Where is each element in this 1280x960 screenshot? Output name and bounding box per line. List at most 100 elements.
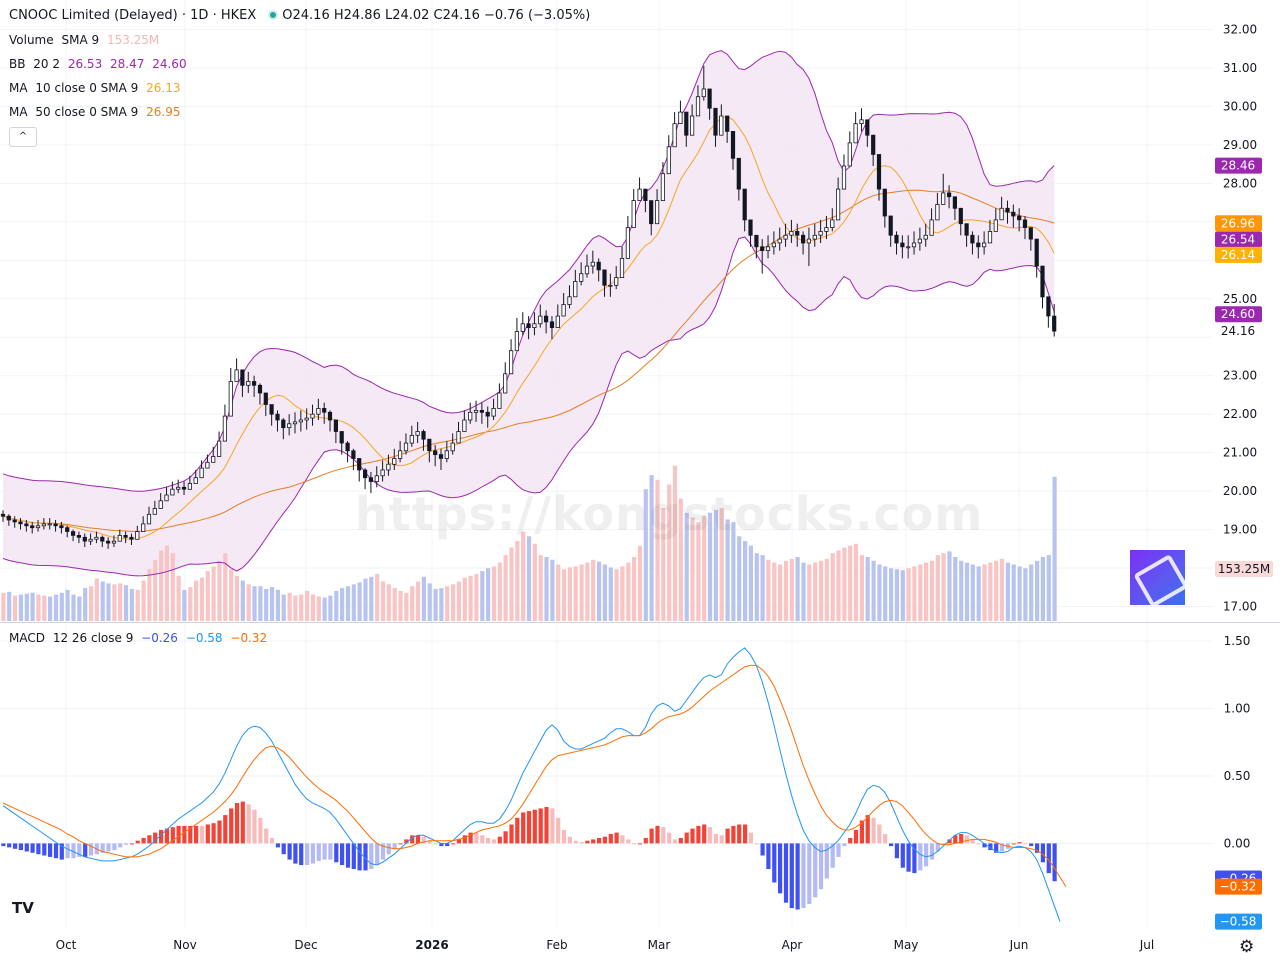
macd-histogram-bar [591, 839, 596, 844]
candle-body [216, 440, 222, 457]
volume-bar [106, 583, 111, 621]
price-badge: 24.60 [1221, 307, 1255, 321]
volume-bar [795, 557, 800, 621]
candle-body [614, 277, 619, 286]
macd-histogram-bar [538, 808, 543, 844]
candle-body [438, 454, 444, 459]
macd-histogram-bar [334, 843, 339, 863]
volume-bar [626, 562, 631, 621]
price-tick-label: 19.00 [1223, 523, 1257, 537]
volume-bar [375, 573, 380, 621]
volume-bar [176, 575, 181, 621]
macd-histogram-bar [170, 827, 175, 844]
volume-bar [824, 558, 829, 621]
volume-bar [351, 584, 356, 621]
macd-tick-label: 1.50 [1224, 634, 1251, 648]
volume-bar [36, 594, 41, 621]
candle-body [929, 219, 934, 236]
candle-body [760, 246, 765, 252]
macd-histogram-bar [427, 840, 432, 844]
volume-bar [240, 580, 245, 621]
volume-label: Volume [9, 33, 54, 47]
candle-body [292, 421, 298, 425]
candle-body [906, 246, 911, 249]
candle-body [544, 315, 549, 323]
macd-histogram-bar [445, 843, 450, 847]
candle-body [322, 407, 327, 413]
volume-bar [696, 522, 701, 621]
gear-icon[interactable]: ⚙ [1239, 937, 1255, 957]
candle-body [222, 415, 227, 442]
price-tick-label: 23.00 [1223, 369, 1257, 383]
candle-body [941, 192, 946, 205]
bb-params: 20 2 [33, 57, 61, 71]
volume-bar [889, 568, 894, 621]
candle-body [801, 234, 806, 244]
macd-histogram-bar [941, 843, 946, 845]
volume-bar [497, 562, 502, 621]
candle-body [497, 392, 502, 409]
candle-body [736, 157, 741, 190]
candle-body [316, 407, 321, 415]
collapse-legend-button[interactable]: ^ [9, 127, 37, 147]
volume-bar [573, 566, 578, 621]
symbol-title[interactable]: CNOOC Limited (Delayed) · 1D · HKEX [9, 8, 257, 23]
ma50-legend[interactable]: MA 50 close 0 SMA 9 26.95 [9, 104, 184, 120]
macd-legend[interactable]: MACD 12 26 close 9 −0.26 −0.58 −0.32 [9, 630, 271, 646]
macd-histogram-bar [100, 843, 105, 853]
candle-body [310, 413, 315, 419]
candle-body [193, 477, 198, 484]
candle-body [701, 88, 706, 98]
volume-bar [848, 545, 853, 621]
volume-bar [1023, 568, 1028, 621]
macd-histogram-bar [556, 817, 561, 844]
header-legend: CNOOC Limited (Delayed) · 1D · HKEX O24.1… [9, 8, 594, 24]
candle-body [158, 500, 163, 509]
candle-body [211, 456, 216, 463]
candle-body [631, 200, 636, 228]
candle-body [65, 527, 70, 532]
candle-body [76, 535, 81, 538]
volume-bar [112, 584, 117, 621]
macd-histogram-bar [258, 817, 263, 844]
volume-bar [719, 508, 724, 621]
macd-histogram-bar [778, 843, 783, 894]
volume-bar [170, 553, 175, 621]
candle-body [818, 230, 823, 236]
candle-body [596, 261, 601, 271]
macd-histogram-bar [521, 812, 526, 844]
macd-histogram-bar [544, 807, 549, 844]
grid [0, 0, 1213, 927]
candle-body [479, 409, 485, 413]
volume-bar [258, 586, 263, 621]
macd-histogram-bar [836, 843, 841, 857]
x-tick-label: Feb [546, 938, 567, 952]
volume-bar [252, 586, 257, 621]
volume-bar [281, 594, 286, 621]
volume-bar [293, 595, 298, 621]
volume-bar [591, 559, 596, 621]
volume-bar [585, 562, 590, 621]
macd-histogram-bar [380, 843, 386, 860]
volume-bar [287, 592, 292, 621]
macd-histogram-bar [585, 840, 590, 844]
volume-bar [451, 584, 456, 621]
volume-legend[interactable]: Volume SMA 9 153.25M [9, 32, 163, 48]
ma10-legend[interactable]: MA 10 close 0 SMA 9 26.13 [9, 80, 184, 96]
price-badge-bg [1215, 306, 1262, 323]
volume-bar [567, 567, 572, 621]
macd-histogram-bar [287, 843, 292, 860]
tradingview-logo-icon[interactable]: TV [12, 899, 34, 917]
volume-bar [807, 564, 812, 621]
candle-body [777, 238, 782, 244]
candle-body [94, 536, 99, 540]
volume-bar [334, 590, 339, 621]
macd-tick-label: 0.50 [1224, 769, 1251, 783]
bb-legend[interactable]: BB 20 2 26.53 28.47 24.60 [9, 56, 191, 72]
x-tick-label: May [894, 938, 919, 952]
candle-body [1005, 207, 1010, 213]
volume-bar [959, 560, 964, 621]
volume-bar [526, 536, 532, 621]
bollinger-band-fill [3, 50, 1055, 576]
